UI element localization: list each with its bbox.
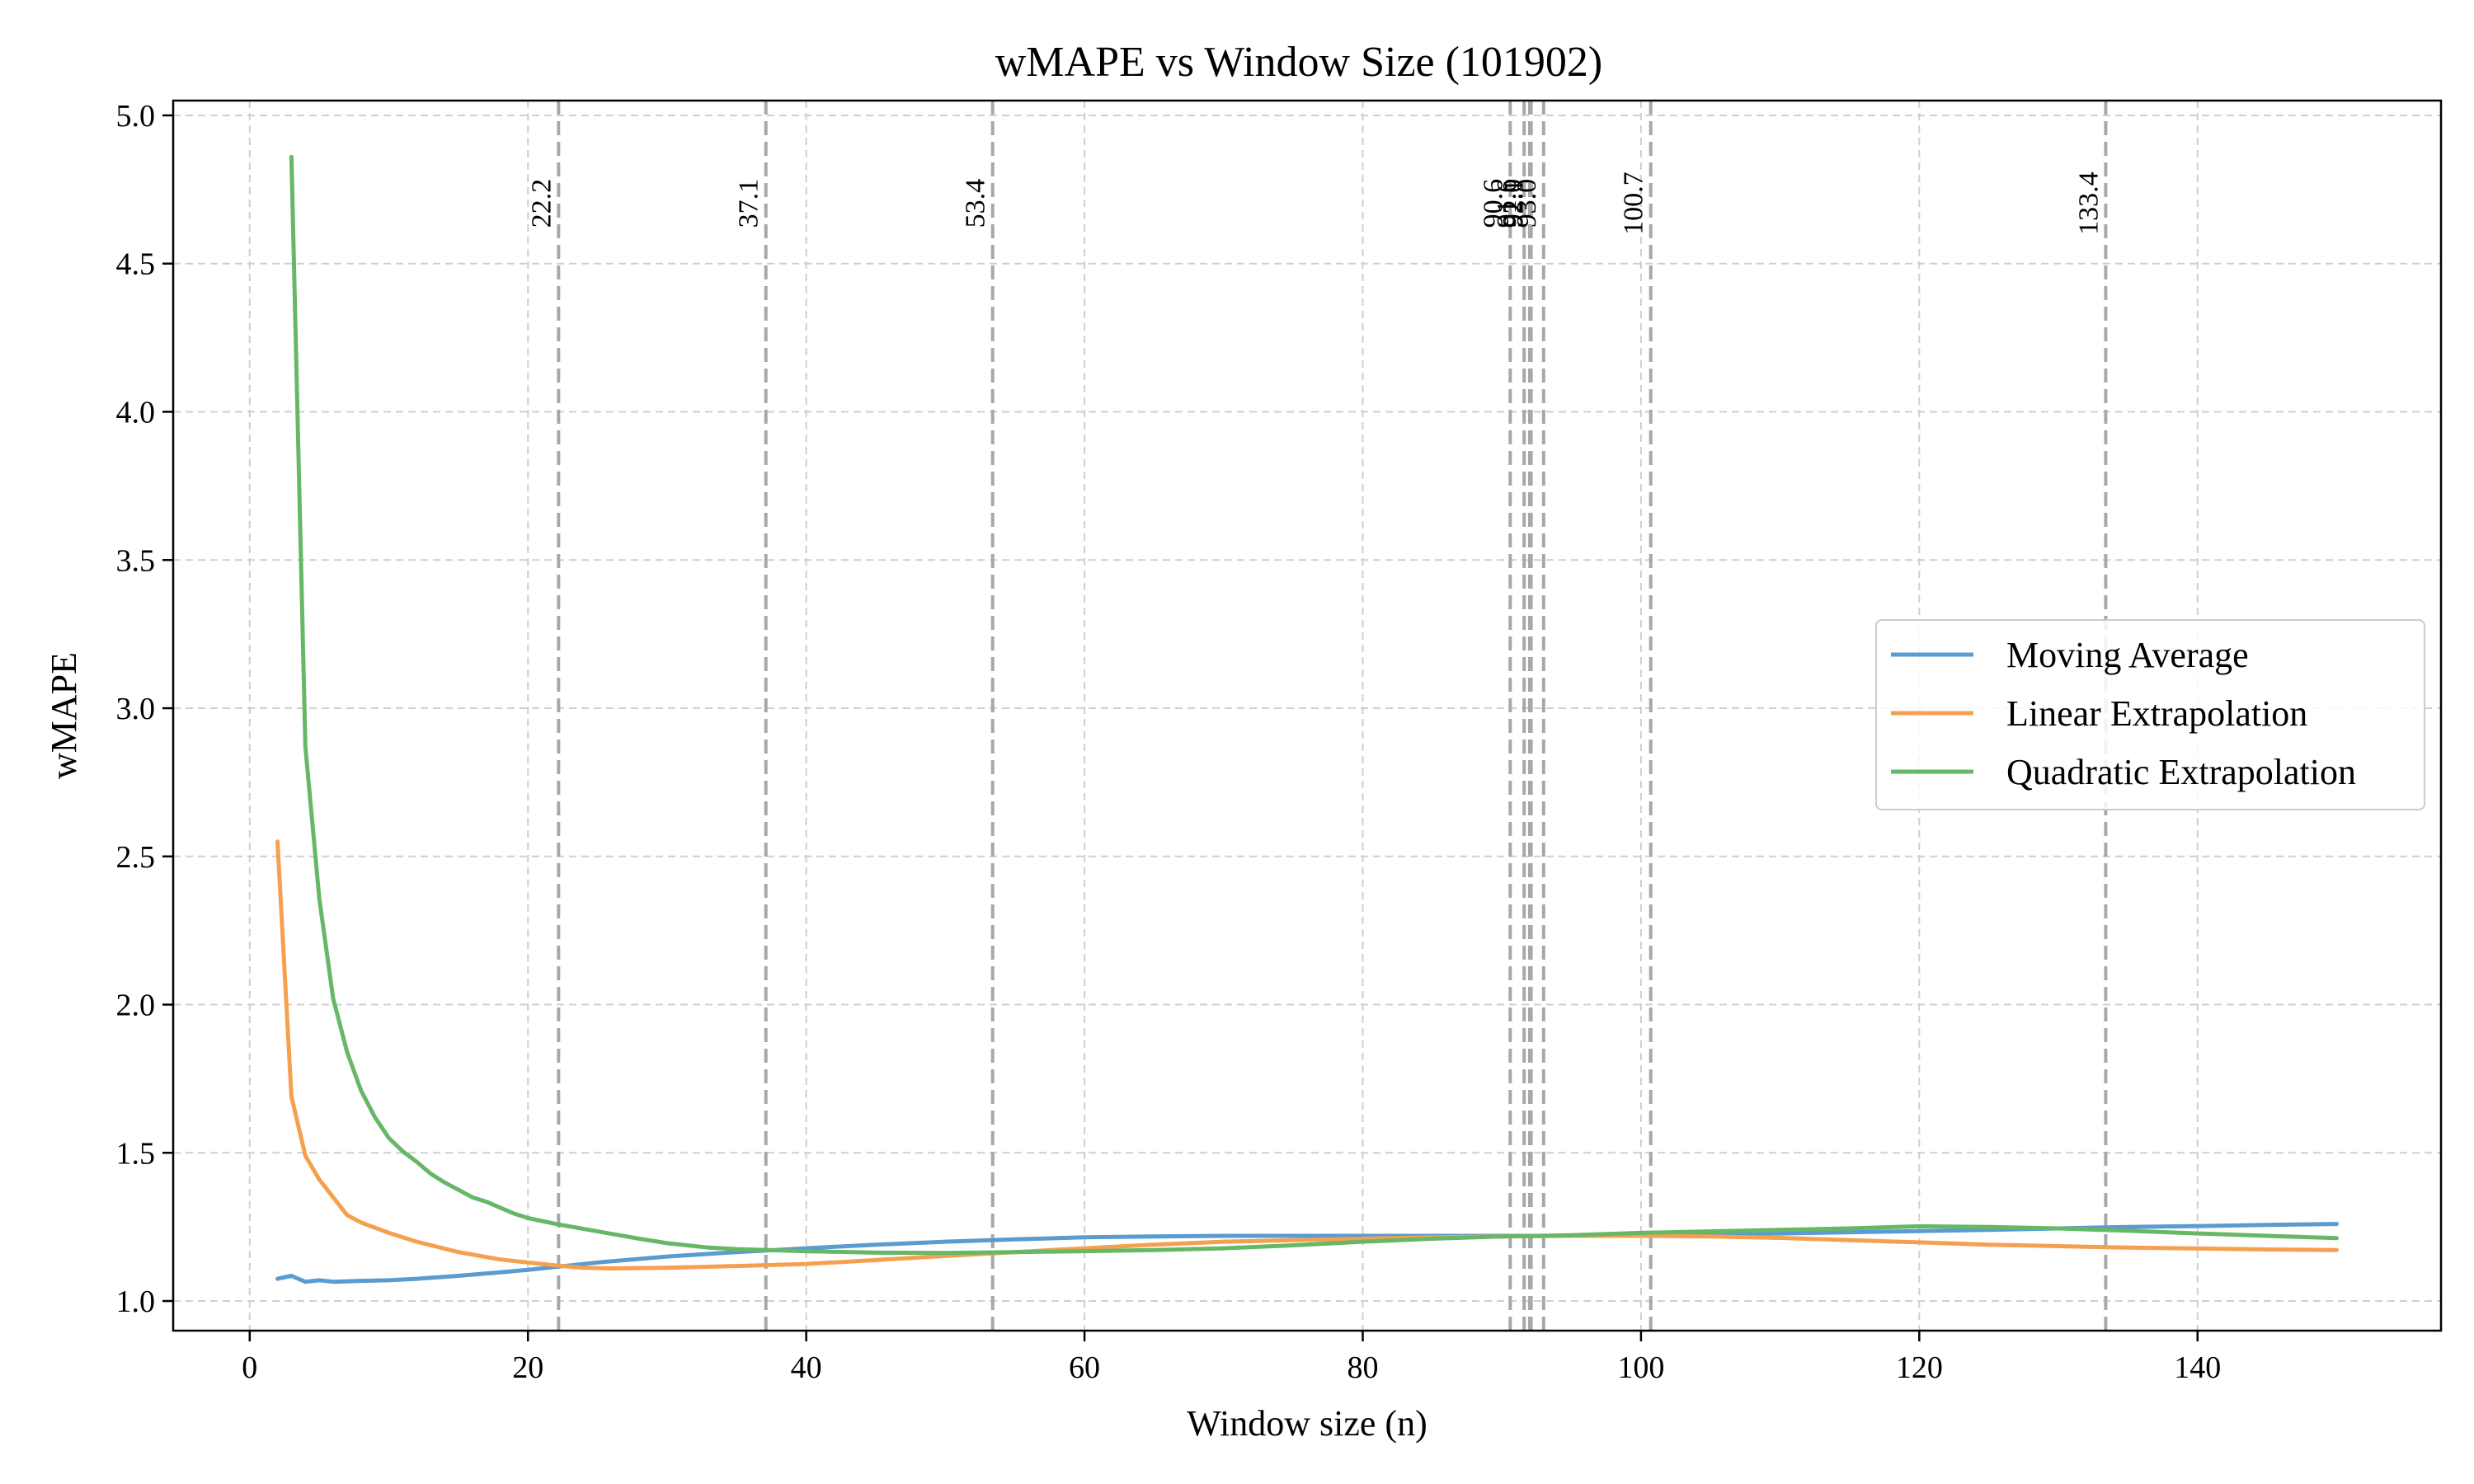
reference-line-label: 90.6 [1478, 179, 1508, 228]
series-line-0 [275, 1222, 2339, 1284]
reference-line-label: 93.0 [1512, 179, 1542, 228]
reference-line-label: 53.4 [961, 179, 991, 228]
y-tick-label: 5.0 [116, 99, 156, 134]
x-axis-label: Window size (n) [1187, 1403, 1427, 1444]
y-tick-label: 2.5 [116, 840, 156, 875]
reference-line-label: 91.6 [1492, 179, 1522, 228]
reference-lines: 22.2 37.1 53.4 90.691.692.092.193.0 100.7 133… [526, 101, 2108, 1331]
legend-box [1875, 619, 2425, 810]
x-tick-label: 100 [1617, 1350, 1664, 1385]
legend-label: Quadratic Extrapolation [2006, 752, 2356, 792]
y-tick-label: 3.0 [116, 692, 156, 726]
grid-layer [173, 101, 2441, 1331]
reference-line-label: 22.2 [526, 179, 557, 228]
series-layer [275, 154, 2339, 1284]
y-tick-label: 1.5 [116, 1136, 156, 1171]
reference-line-label: 92.1 [1499, 179, 1530, 228]
plot-frame [172, 99, 2443, 1332]
x-tick-label: 40 [791, 1350, 822, 1385]
x-tick-label: 60 [1069, 1350, 1100, 1385]
legend-label: Linear Extrapolation [2006, 693, 2307, 734]
reference-line-label: 133.4 [2073, 171, 2104, 235]
reference-line-label: 37.1 [734, 179, 764, 228]
x-tick-label: 0 [242, 1350, 257, 1385]
y-tick-label: 2.0 [116, 989, 156, 1023]
reference-line-label: 92.0 [1498, 179, 1528, 228]
chart-title: wMAPE vs Window Size (101902) [995, 39, 1602, 86]
tick-layer: 0 20 40 60 80 100 120 140 1.0 1.5 2.0 2.5 3.0 3.5 4.0 4… [116, 99, 2222, 1385]
reference-line-label: 100.7 [1619, 171, 1649, 235]
legend-label: Moving Average [2006, 635, 2249, 675]
y-tick-label: 3.5 [116, 543, 156, 578]
x-tick-label: 80 [1347, 1350, 1378, 1385]
y-axis-label: wMAPE [44, 652, 84, 779]
x-tick-label: 20 [512, 1350, 543, 1385]
y-tick-label: 4.0 [116, 395, 156, 430]
legend: Moving Average Linear Extrapolation Quadra… [1875, 619, 2425, 810]
x-tick-label: 120 [1896, 1350, 1943, 1385]
y-tick-label: 1.0 [116, 1284, 156, 1319]
y-tick-label: 4.5 [116, 247, 156, 282]
series-line-2 [289, 154, 2339, 1256]
x-tick-label: 140 [2174, 1350, 2221, 1385]
